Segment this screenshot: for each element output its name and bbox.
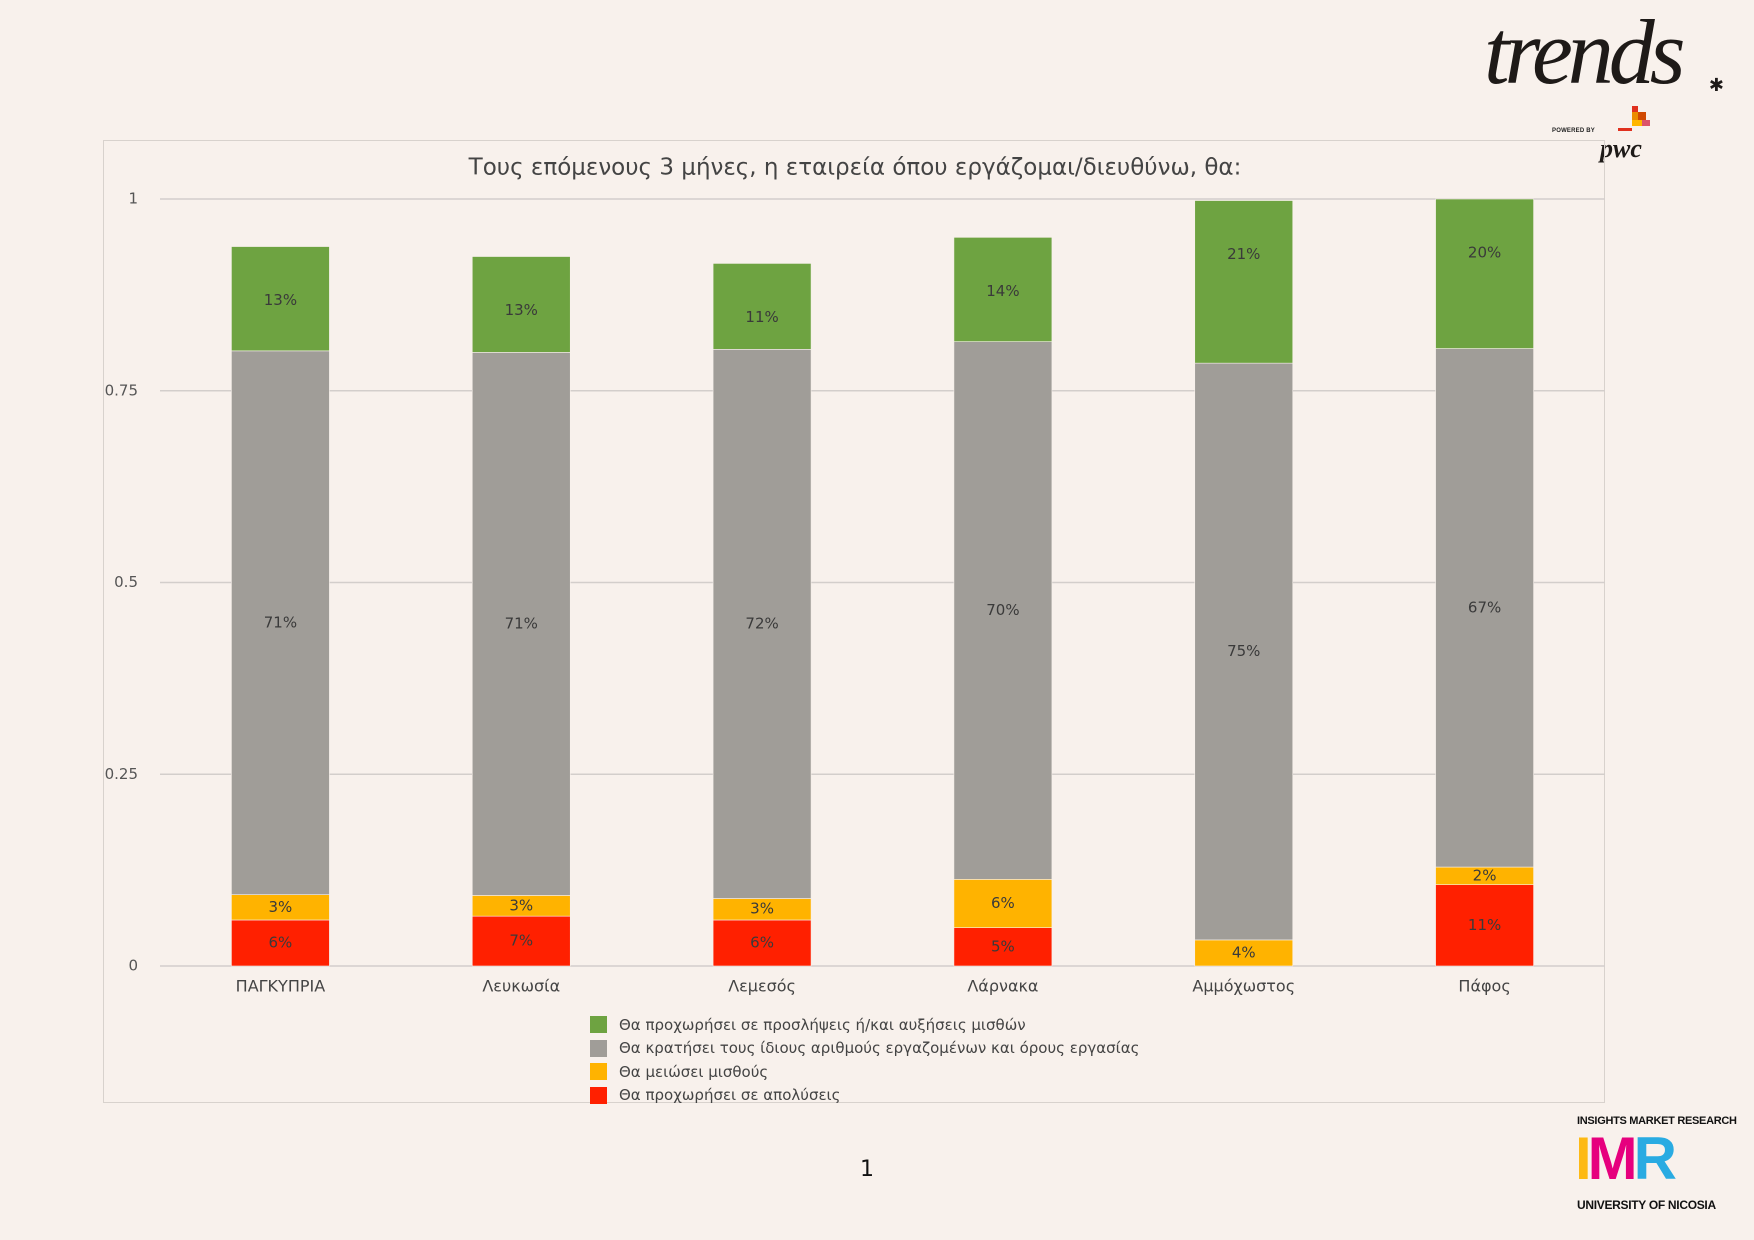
powered-by-label: POWERED BY [1552,128,1596,134]
imr-letter-r: R [1633,1125,1677,1192]
imr-logo-top-text: INSIGHTS MARKET RESEARCH [1577,1115,1737,1127]
data-label: 11% [745,308,778,326]
legend-label: Θα προχωρήσει σε προσλήψεις ή/και αυξήσε… [619,1015,1026,1034]
legend-label: Θα προχωρήσει σε απολύσεις [619,1086,841,1105]
bar-segment [231,246,330,352]
bar-segment [471,915,571,967]
legend-swatch [590,1039,607,1057]
data-label: 4% [1232,943,1256,961]
x-tick-label: Πάφος [1458,977,1510,996]
stacked-bar-chart: Τους επόμενους 3 μήνες, η εταιρεία όπου … [105,155,1605,996]
legend-item: Θα προχωρήσει σε απολύσεις [590,1084,1139,1108]
data-label: 3% [750,900,774,918]
bar-segment [231,894,330,921]
data-label: 67% [1468,598,1501,616]
data-label: 20% [1468,244,1501,262]
data-label: 3% [509,896,533,914]
imr-letter-i: I [1575,1125,1592,1192]
legend-item: Θα προχωρήσει σε προσλήψεις ή/και αυξήσε… [590,1013,1139,1037]
bar-segment [712,349,812,899]
bar-segment [231,919,330,967]
bar-segment [953,879,1053,928]
x-tick-label: Λευκωσία [482,977,560,996]
imr-letter-m: M [1587,1125,1638,1192]
bar-segment [953,237,1053,342]
data-label: 6% [269,933,293,951]
data-label: 70% [986,601,1019,619]
bar-segment [1194,362,1294,941]
bar-segment [1435,348,1534,868]
imr-logo: INSIGHTS MARKET RESEARCH IMR UNIVERSITY … [1575,1113,1737,1213]
trends-logo-text: trends [1484,1,1686,103]
legend-swatch [590,1016,607,1034]
y-tick-label: 1 [128,190,138,208]
y-tick-label: 0.5 [114,573,138,591]
data-label: 21% [1227,245,1260,263]
bar-segment [1194,200,1294,364]
legend-label: Θα κρατήσει τους ίδιους αριθμούς εργαζομ… [619,1039,1140,1058]
legend-label: Θα μειώσει μισθούς [619,1062,769,1081]
trends-logo: trends ✱ [1484,6,1724,100]
bar-segment [953,341,1053,880]
x-tick-label: Λεμεσός [728,977,796,996]
bar-segment [471,256,571,353]
page-number: 1 [860,1157,874,1182]
legend-item: Θα μειώσει μισθούς [590,1060,1139,1084]
data-label: 3% [269,898,293,916]
x-tick-label: Λάρνακα [967,977,1038,996]
chart-legend: Θα προχωρήσει σε προσλήψεις ή/και αυξήσε… [590,1013,1139,1107]
bar-segment [1435,198,1534,349]
data-label: 6% [991,894,1015,912]
chart-title: Τους επόμενους 3 μήνες, η εταιρεία όπου … [468,155,1242,181]
legend-swatch [590,1063,607,1081]
trends-logo-mark: ✱ [1708,75,1724,95]
legend-swatch [590,1086,607,1104]
y-tick-label: 0 [128,957,138,975]
bar-segment [712,919,812,967]
x-tick-label: ΠΑΓΚΥΠΡΙΑ [236,977,326,996]
bar-segment [712,263,812,350]
data-label: 11% [1468,916,1501,934]
pwc-logo-text: pwc [1600,134,1642,163]
pwc-logo-mark [1618,106,1650,131]
x-tick-label: Αμμόχωστος [1192,977,1295,996]
chart-area: Τους επόμενους 3 μήνες, η εταιρεία όπου … [103,140,1605,1103]
data-label: 13% [264,291,297,309]
bar-segment [953,927,1053,967]
data-label: 7% [509,932,533,950]
pwc-logo: POWERED BY pwc [1548,106,1658,162]
bar-segment [1194,939,1294,967]
data-label: 5% [991,937,1015,955]
imr-logo-letters: IMR [1575,1129,1677,1189]
data-label: 14% [986,282,1019,300]
y-tick-label: 0.25 [105,765,138,783]
y-tick-label: 0.75 [105,381,138,399]
data-label: 75% [1227,642,1260,660]
data-label: 71% [264,613,297,631]
data-label: 2% [1473,866,1497,884]
data-label: 71% [505,614,538,632]
bar-segment [1435,884,1534,967]
data-label: 13% [505,301,538,319]
imr-logo-bottom-text: UNIVERSITY OF NICOSIA [1577,1198,1716,1212]
legend-item: Θα κρατήσει τους ίδιους αριθμούς εργαζομ… [590,1037,1139,1061]
data-label: 72% [745,614,778,632]
data-label: 6% [750,933,774,951]
